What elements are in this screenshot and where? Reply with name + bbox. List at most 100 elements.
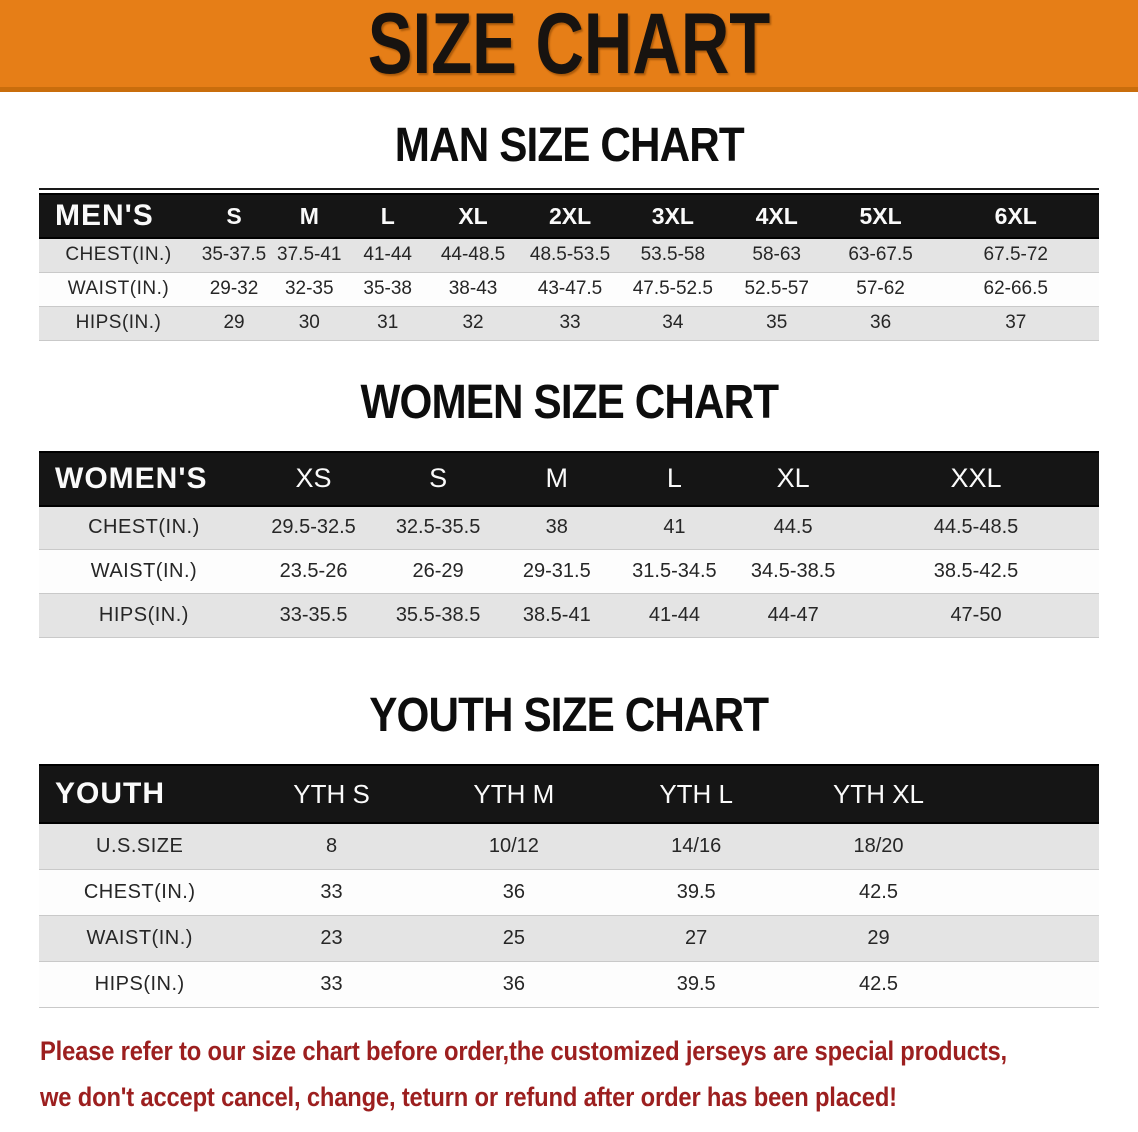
size-value-cell: 44-48.5 <box>426 238 520 273</box>
size-value-cell: 38 <box>497 505 616 550</box>
women-header-row: WOMEN'S XS S M L XL XXL <box>39 450 1099 507</box>
row-label: U.S.SIZE <box>39 823 241 870</box>
size-value-cell: 29-32 <box>197 272 271 307</box>
size-value-cell: 35-37.5 <box>197 238 271 273</box>
size-value-cell: 35 <box>724 306 829 341</box>
size-value-cell: 32.5-35.5 <box>378 505 498 550</box>
women-table-title: WOMEN'S <box>39 450 249 507</box>
youth-section: YOUTH SIZE CHART YOUTH YTH S YTH M YTH L… <box>0 638 1138 1008</box>
size-value-cell: 14/16 <box>605 823 788 870</box>
size-value-cell: 41-44 <box>615 593 734 638</box>
spacer-cell <box>969 869 1099 916</box>
size-column-header: 5XL <box>828 193 933 239</box>
size-column-header: S <box>378 450 498 507</box>
women-size-table: WOMEN'S XS S M L XL XXL CHEST(IN.) 29.5-… <box>39 450 1099 638</box>
spacer-cell <box>969 961 1099 1008</box>
size-value-cell: 47.5-52.5 <box>620 272 725 307</box>
women-section-heading: WOMEN SIZE CHART <box>0 341 1138 451</box>
row-label: CHEST(IN.) <box>39 869 241 916</box>
youth-section-heading: YOUTH SIZE CHART <box>0 638 1138 764</box>
women-hips-row: HIPS(IN.) 33-35.5 35.5-38.5 38.5-41 41-4… <box>39 593 1099 638</box>
size-value-cell: 41 <box>615 505 734 550</box>
size-value-cell: 32 <box>426 306 520 341</box>
size-column-header: YTH L <box>605 764 788 824</box>
disclaimer-line-1: Please refer to our size chart before or… <box>40 1035 1007 1066</box>
youth-size-table: YOUTH YTH S YTH M YTH L YTH XL U.S.SIZE … <box>39 764 1099 1008</box>
size-value-cell: 31 <box>348 306 427 341</box>
men-section-heading: MAN SIZE CHART <box>0 92 1138 188</box>
row-label: HIPS(IN.) <box>39 593 249 638</box>
size-value-cell: 18/20 <box>787 823 970 870</box>
size-value-cell: 63-67.5 <box>828 238 933 273</box>
disclaimer: Please refer to our size chart before or… <box>40 1028 1138 1120</box>
size-value-cell: 38.5-41 <box>497 593 616 638</box>
men-header-row: MEN'S S M L XL 2XL 3XL 4XL 5XL 6XL <box>39 193 1099 239</box>
men-chest-row: CHEST(IN.) 35-37.5 37.5-41 41-44 44-48.5… <box>39 238 1099 273</box>
size-column-header: M <box>270 193 349 239</box>
youth-chest-row: CHEST(IN.) 33 36 39.5 42.5 <box>39 869 1099 916</box>
size-value-cell: 36 <box>828 306 933 341</box>
size-value-cell: 8 <box>240 823 423 870</box>
size-value-cell: 29.5-32.5 <box>248 505 379 550</box>
size-value-cell: 26-29 <box>378 549 498 594</box>
spacer-cell <box>969 764 1099 824</box>
row-label: WAIST(IN.) <box>39 915 241 962</box>
row-label: WAIST(IN.) <box>39 549 249 594</box>
size-value-cell: 44-47 <box>733 593 854 638</box>
size-value-cell: 34 <box>620 306 725 341</box>
size-column-header: 2XL <box>519 193 621 239</box>
size-value-cell: 29 <box>197 306 271 341</box>
spacer-cell <box>969 823 1099 870</box>
size-value-cell: 37.5-41 <box>270 238 349 273</box>
size-chart-banner: SIZE CHART <box>0 0 1138 92</box>
size-value-cell: 36 <box>422 961 606 1008</box>
women-section: WOMEN SIZE CHART WOMEN'S XS S M L XL XXL… <box>0 341 1138 638</box>
size-column-header: M <box>497 450 616 507</box>
size-value-cell: 23 <box>240 915 423 962</box>
row-label: WAIST(IN.) <box>39 272 198 307</box>
size-value-cell: 47-50 <box>853 593 1099 638</box>
size-column-header: 3XL <box>620 193 725 239</box>
size-value-cell: 58-63 <box>724 238 829 273</box>
row-label: HIPS(IN.) <box>39 306 198 341</box>
size-value-cell: 57-62 <box>828 272 933 307</box>
size-value-cell: 27 <box>605 915 788 962</box>
size-value-cell: 23.5-26 <box>248 549 379 594</box>
size-column-header: XXL <box>853 450 1099 507</box>
size-value-cell: 43-47.5 <box>519 272 621 307</box>
size-column-header: XL <box>426 193 520 239</box>
men-hips-row: HIPS(IN.) 29 30 31 32 33 34 35 36 37 <box>39 306 1099 341</box>
disclaimer-line-2: we don't accept cancel, change, teturn o… <box>40 1081 897 1112</box>
youth-table-title: YOUTH <box>39 764 241 824</box>
youth-hips-row: HIPS(IN.) 33 36 39.5 42.5 <box>39 961 1099 1008</box>
size-value-cell: 33 <box>519 306 621 341</box>
size-value-cell: 32-35 <box>270 272 349 307</box>
size-value-cell: 31.5-34.5 <box>615 549 734 594</box>
size-value-cell: 53.5-58 <box>620 238 725 273</box>
size-column-header: L <box>615 450 734 507</box>
size-column-header: XS <box>248 450 379 507</box>
men-waist-row: WAIST(IN.) 29-32 32-35 35-38 38-43 43-47… <box>39 272 1099 307</box>
size-value-cell: 29 <box>787 915 970 962</box>
size-column-header: 4XL <box>724 193 829 239</box>
youth-waist-row: WAIST(IN.) 23 25 27 29 <box>39 915 1099 962</box>
women-waist-row: WAIST(IN.) 23.5-26 26-29 29-31.5 31.5-34… <box>39 549 1099 594</box>
size-value-cell: 42.5 <box>787 961 970 1008</box>
size-value-cell: 37 <box>932 306 1099 341</box>
youth-ussize-row: U.S.SIZE 8 10/12 14/16 18/20 <box>39 823 1099 870</box>
banner-title: SIZE CHART <box>367 0 771 92</box>
size-value-cell: 34.5-38.5 <box>733 549 854 594</box>
size-value-cell: 36 <box>422 869 606 916</box>
row-label: CHEST(IN.) <box>39 505 249 550</box>
size-value-cell: 44.5-48.5 <box>853 505 1099 550</box>
size-value-cell: 52.5-57 <box>724 272 829 307</box>
spacer-cell <box>969 915 1099 962</box>
size-value-cell: 38-43 <box>426 272 520 307</box>
size-value-cell: 38.5-42.5 <box>853 549 1099 594</box>
men-section: MAN SIZE CHART MEN'S S M L XL 2XL 3XL 4X… <box>0 92 1138 341</box>
size-value-cell: 41-44 <box>348 238 427 273</box>
women-heading-text: WOMEN SIZE CHART <box>360 375 779 429</box>
men-heading-text: MAN SIZE CHART <box>394 119 744 172</box>
size-value-cell: 10/12 <box>422 823 606 870</box>
size-value-cell: 30 <box>270 306 349 341</box>
